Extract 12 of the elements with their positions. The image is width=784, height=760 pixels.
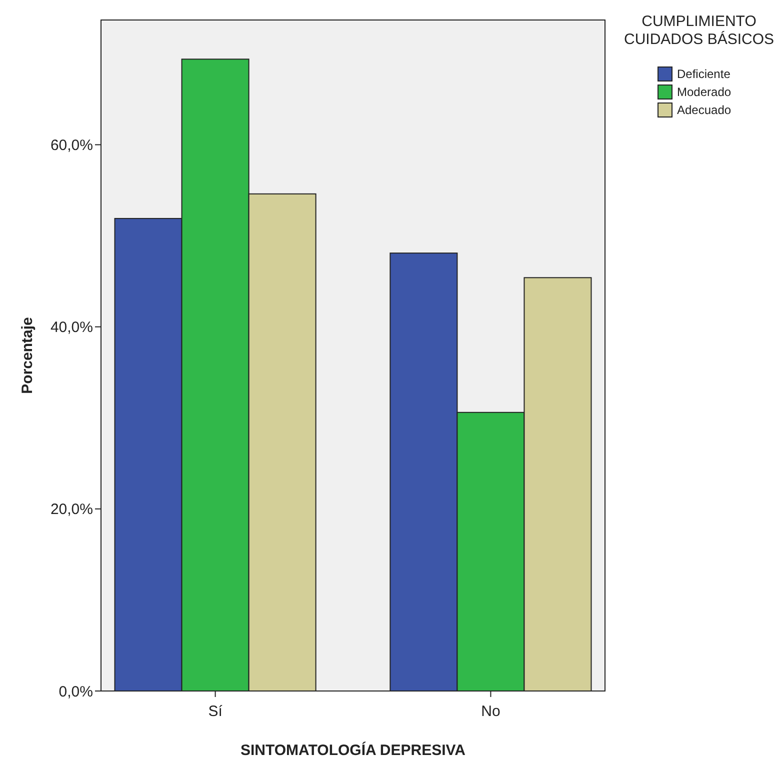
x-tick-label: No <box>481 703 500 720</box>
y-axis-title: Porcentaje <box>19 317 36 394</box>
legend-title: CUMPLIMIENTO CUIDADOS BÁSICOS <box>624 13 774 48</box>
legend-label: Adecuado <box>677 103 732 118</box>
y-tick-label: 40,0% <box>50 319 93 336</box>
y-tick-label: 60,0% <box>50 136 93 154</box>
legend-label: Deficiente <box>677 67 731 82</box>
x-axis-title: SINTOMATOLOGÍA DEPRESIVA <box>240 741 466 759</box>
x-tick-label: Sí <box>208 703 224 720</box>
legend-label: Moderado <box>677 85 732 100</box>
y-tick-label: 20,0% <box>50 501 93 518</box>
y-tick-label: 0,0% <box>58 683 93 700</box>
